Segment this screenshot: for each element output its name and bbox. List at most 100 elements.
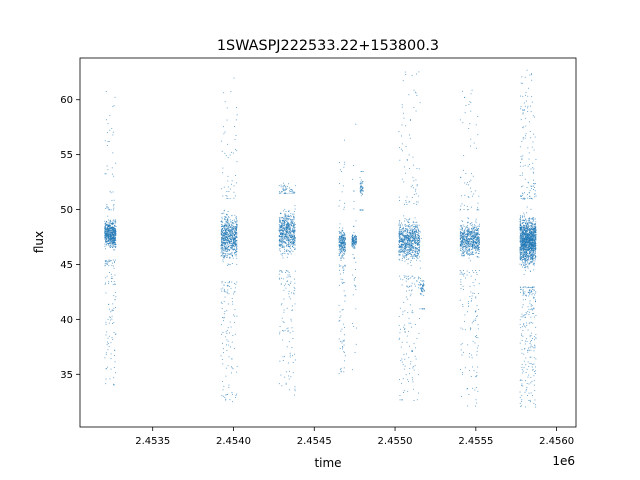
data-point <box>224 131 226 133</box>
data-point <box>344 265 346 267</box>
data-point <box>288 226 290 228</box>
data-point <box>343 235 344 236</box>
data-point <box>111 239 112 241</box>
data-point <box>422 285 424 287</box>
data-point <box>222 252 224 253</box>
data-point <box>525 219 527 221</box>
data-point <box>221 255 222 256</box>
data-point <box>467 228 468 230</box>
data-point <box>110 222 112 224</box>
data-point <box>287 218 288 220</box>
data-point <box>465 246 466 248</box>
data-point <box>398 196 400 198</box>
data-point <box>405 146 407 147</box>
data-point <box>400 232 402 234</box>
data-point <box>343 339 345 341</box>
data-point <box>339 236 341 238</box>
data-point <box>526 239 528 241</box>
data-point <box>471 89 473 91</box>
data-point <box>354 247 356 248</box>
data-point <box>473 230 475 232</box>
data-point <box>414 277 416 278</box>
data-point <box>468 104 470 105</box>
data-point <box>413 253 415 255</box>
data-point <box>109 230 111 232</box>
data-point <box>279 278 281 280</box>
data-point <box>461 243 463 245</box>
data-point <box>533 232 535 234</box>
data-point <box>467 240 469 242</box>
data-point <box>343 206 345 208</box>
data-point <box>409 226 410 228</box>
data-point <box>399 221 400 223</box>
data-point <box>228 226 230 228</box>
data-point <box>465 227 467 229</box>
data-point <box>114 349 116 351</box>
data-point <box>228 230 230 232</box>
data-point <box>231 180 233 182</box>
data-point <box>284 228 286 230</box>
data-point <box>418 243 420 245</box>
data-point <box>407 298 409 300</box>
data-point <box>404 328 406 329</box>
data-point <box>233 225 234 227</box>
data-point <box>289 251 291 252</box>
data-point <box>234 246 236 247</box>
data-point <box>112 231 114 233</box>
data-point <box>285 213 287 215</box>
data-point <box>224 234 226 236</box>
data-point <box>411 232 413 234</box>
data-point <box>472 224 474 226</box>
data-point <box>285 226 287 228</box>
data-point <box>112 283 114 285</box>
data-point <box>229 236 230 237</box>
data-point <box>229 244 231 246</box>
data-point <box>104 265 106 267</box>
data-point <box>472 226 474 228</box>
data-point <box>286 224 287 226</box>
data-point <box>286 188 287 190</box>
data-point <box>356 327 358 329</box>
data-point <box>283 311 285 313</box>
data-point <box>421 291 423 292</box>
data-point <box>225 234 227 235</box>
data-point <box>285 383 287 385</box>
data-point <box>415 226 417 227</box>
data-point <box>221 150 223 152</box>
data-point <box>470 110 472 112</box>
data-point <box>105 354 107 356</box>
data-point <box>283 227 285 229</box>
data-point <box>414 355 416 357</box>
data-point <box>227 240 229 241</box>
data-point <box>415 92 417 94</box>
data-point <box>279 277 280 279</box>
data-point <box>234 234 235 236</box>
data-point <box>522 109 524 111</box>
data-point <box>423 280 425 282</box>
data-point <box>343 367 345 369</box>
data-point <box>466 237 468 239</box>
data-point <box>292 219 293 221</box>
data-point <box>352 237 354 239</box>
data-point <box>230 91 232 92</box>
data-point <box>463 169 464 171</box>
data-point <box>115 219 117 221</box>
data-point <box>476 237 478 238</box>
data-point <box>420 287 422 289</box>
data-point <box>108 283 110 284</box>
data-point <box>423 290 425 292</box>
data-point <box>461 228 462 230</box>
data-point <box>355 242 357 243</box>
data-point <box>284 216 286 217</box>
data-point <box>408 278 410 280</box>
data-point <box>343 251 345 253</box>
data-point <box>109 233 111 234</box>
data-point <box>289 233 291 235</box>
data-point <box>470 102 472 104</box>
data-point <box>362 209 364 211</box>
data-point <box>114 241 115 243</box>
data-point <box>470 234 471 235</box>
data-point <box>474 252 476 254</box>
data-point <box>476 228 478 230</box>
data-point <box>401 240 403 242</box>
